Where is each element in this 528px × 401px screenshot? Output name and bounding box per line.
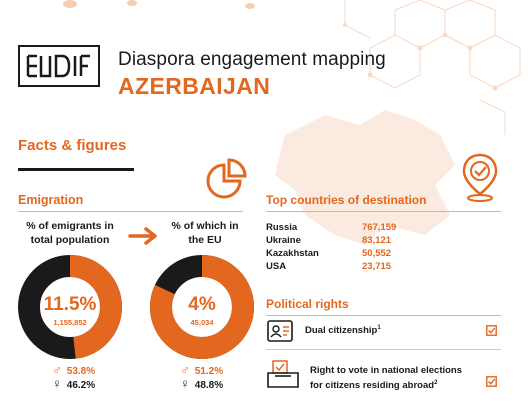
ballot-box-icon [267, 360, 299, 388]
pie-chart-icon [206, 158, 247, 199]
female-share-1: ♀ 46.2% [50, 376, 95, 392]
voting-right-label: Right to vote in national elections for … [310, 365, 463, 392]
emigrant-share-label: % of emigrants in total population [26, 220, 114, 246]
destinations-heading: Top countries of destination [266, 193, 427, 207]
emigrant-share-value: 11.5% [43, 294, 97, 315]
emigrant-count: 1,155,852 [53, 318, 87, 327]
male-icon: ♂ [52, 362, 62, 377]
eu-share-arc [150, 255, 254, 359]
facts-heading: Facts & figures [18, 137, 127, 154]
checkbox-icon [486, 376, 497, 387]
facts-divider [18, 168, 134, 171]
destination-row: Russia 767,159 [266, 222, 397, 233]
female-icon: ♀ [180, 376, 190, 391]
emigrant-share-arc [69, 255, 122, 359]
political-rights-heading: Political rights [266, 297, 349, 311]
eu-share-donut [150, 255, 254, 359]
eu-count: 45,034 [190, 318, 214, 327]
female-icon: ♀ [52, 376, 62, 391]
emigration-heading: Emigration [18, 193, 84, 207]
male-icon: ♂ [180, 362, 190, 377]
emigration-divider [18, 211, 243, 212]
background-network-pattern [63, 0, 521, 135]
female-share-2: ♀ 48.8% [178, 376, 223, 392]
arrow-right-icon [128, 227, 157, 245]
political-rights-separator [266, 349, 501, 350]
male-share-1: ♂ 53.8% [50, 362, 95, 378]
destination-row: Ukraine 83,121 [266, 235, 392, 246]
destinations-divider [266, 211, 501, 212]
dual-citizenship-label: Dual citizenship1 [305, 325, 381, 337]
country-name: AZERBAIJAN [118, 73, 271, 99]
passport-icon [267, 320, 293, 342]
destination-row: Kazakhstan 50,552 [266, 248, 392, 259]
political-rights-divider [266, 315, 501, 316]
checkbox-icon [486, 325, 497, 336]
page-title: Diaspora engagement mapping [118, 49, 386, 70]
male-share-2: ♂ 51.2% [178, 362, 223, 378]
eu-share-value: 4% [188, 294, 216, 315]
emigrant-share-donut [18, 255, 122, 359]
eudif-logo [18, 45, 100, 87]
destination-row: USA 23,715 [266, 261, 392, 272]
eu-share-label: % of which in the EU [171, 220, 239, 246]
location-check-icon [462, 153, 498, 202]
